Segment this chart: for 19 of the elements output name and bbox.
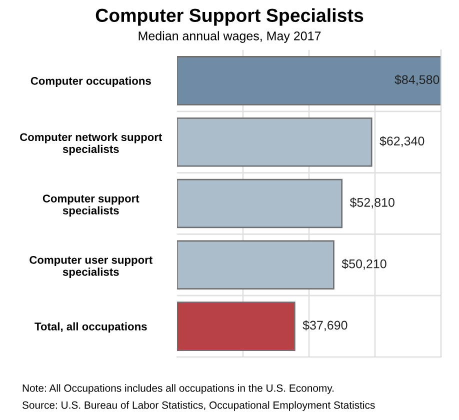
y-tick-label: Computer occupations: [30, 76, 151, 88]
bar: [177, 56, 441, 106]
source-note: Source: U.S. Bureau of Labor Statistics, Occupational Employment Statistics: [22, 401, 375, 411]
data-label: $50,210: [342, 258, 386, 270]
bar: [177, 302, 296, 351]
data-label: $37,690: [302, 320, 348, 332]
y-tick-label: Computer user support specialists: [30, 256, 152, 278]
y-tick-label: Computer support specialists: [42, 194, 140, 217]
data-label: $84,580: [394, 74, 440, 86]
bar: [177, 240, 334, 290]
data-label: $52,810: [350, 197, 394, 208]
bar: [177, 178, 343, 228]
data-label: $62,340: [380, 136, 424, 147]
y-tick-label: Computer network support specialists: [20, 132, 162, 156]
bar: [177, 117, 372, 167]
y-tick-label: Total, all occupations: [34, 322, 147, 333]
chart-title: Computer Support Specialists: [96, 8, 364, 26]
chart-subtitle: Median annual wages, May 2017: [138, 31, 321, 43]
text: Note: All Occupations includes all occupations in the U.S. Economy.: [22, 384, 334, 394]
